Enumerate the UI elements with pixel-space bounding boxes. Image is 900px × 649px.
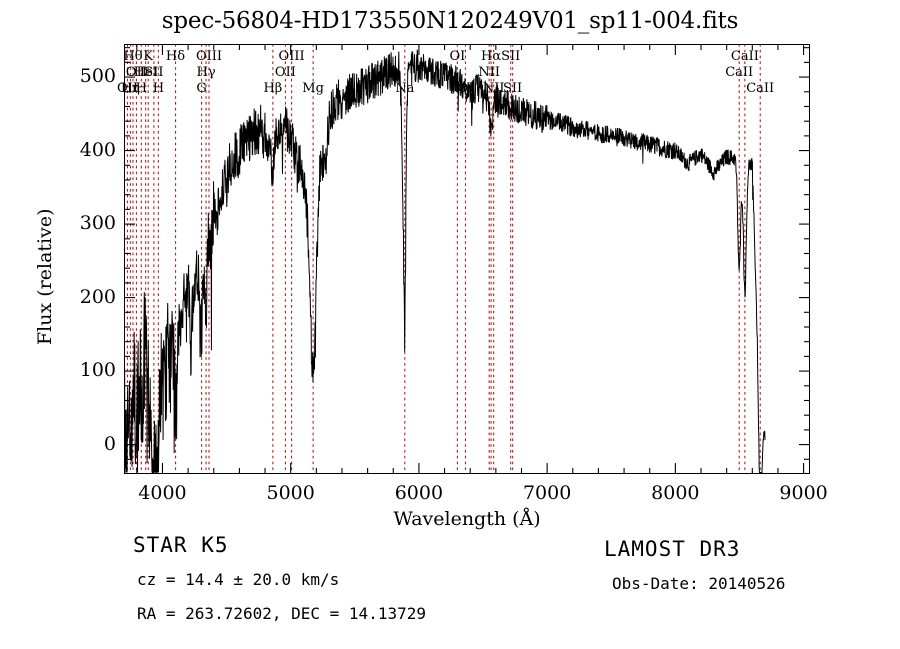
spectral-line-label: Hα: [481, 49, 502, 64]
spectral-line-markers: [126, 44, 761, 474]
x-axis-title: Wavelength (Å): [393, 508, 541, 530]
x-tick-label: 8000: [651, 482, 700, 504]
spectral-line-label: SII: [144, 65, 164, 80]
spectral-line-label: H: [152, 81, 165, 96]
y-tick-label: 200: [79, 285, 116, 308]
spectral-line-label: OI: [449, 49, 466, 64]
survey-label: LAMOST DR3: [604, 537, 741, 561]
spectral-line-label: OIII: [278, 49, 305, 64]
spectral-line-label: NII: [482, 81, 505, 96]
x-tick-label: 9000: [779, 482, 828, 504]
spectral-line-label: OIII: [195, 49, 223, 64]
x-tick-label: 5000: [266, 482, 315, 504]
spectral-line-label: Hθ: [123, 49, 143, 64]
coordinates-label: RA = 263.72602, DEC = 14.13729: [137, 604, 426, 623]
plot-frame: [124, 44, 810, 474]
x-tick-label: 4000: [138, 482, 187, 504]
y-tick-label: 300: [79, 212, 116, 235]
spectral-line-label: Na: [395, 81, 415, 96]
y-axis-title: Flux (relative): [34, 208, 56, 346]
spectral-line-label: H: [135, 81, 147, 96]
spectral-line-label: CaII: [730, 49, 759, 64]
spectral-line-label: Hβ: [263, 81, 283, 96]
y-tick-label: 100: [79, 359, 116, 382]
y-tick-label: 0: [103, 432, 116, 455]
spectral-line-label: OII: [125, 65, 147, 80]
page-title: spec-56804-HD173550N120249V01_sp11-004.f…: [161, 8, 739, 34]
spectral-line-label: G: [196, 81, 207, 96]
spectral-line-label: CaII: [725, 65, 754, 80]
spectral-line-label: Hη: [120, 81, 140, 96]
spectral-line-label: Mg: [302, 81, 324, 96]
flux-trace: [124, 49, 766, 474]
spectral-line-label: SII: [503, 81, 523, 96]
y-tick-label: 500: [79, 65, 116, 88]
spectral-line-label: OII: [117, 81, 138, 96]
redshift-velocity-label: cz = 14.4 ± 20.0 km/s: [137, 570, 340, 589]
spectral-line-label: Hδ: [165, 49, 186, 64]
spectral-line-label: K: [143, 49, 154, 64]
spectral-line-label: CaII: [746, 81, 775, 96]
object-class-label: STAR K5: [133, 533, 229, 557]
spectrum-canvas: [124, 44, 810, 474]
spectral-line-label: NII: [478, 65, 501, 80]
spectral-line-label: SII: [501, 49, 521, 64]
x-tick-label: 6000: [394, 482, 444, 504]
observation-date-label: Obs-Date: 20140526: [612, 574, 786, 593]
y-tick-label: 400: [79, 138, 116, 161]
spectral-line-label: HeI: [133, 65, 158, 80]
spectral-line-label: OII: [274, 65, 296, 80]
spectral-line-label: OI: [457, 81, 474, 96]
spectral-line-label: Hγ: [196, 65, 216, 80]
axis-ticks: [124, 44, 810, 474]
x-tick-label: 7000: [522, 482, 572, 504]
spectrum-plot: OII Hη Hθ OII H HeI K SII H Hδ G Hγ OIII Hβ OII OIII Mg N…: [117, 44, 810, 474]
